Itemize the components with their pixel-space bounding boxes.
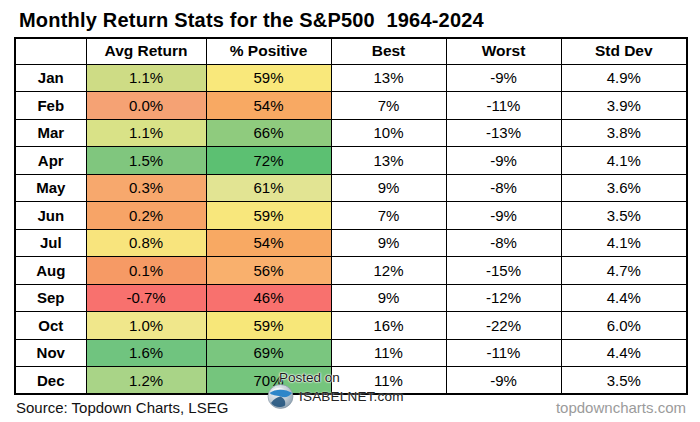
worst-cell: -9% (446, 202, 561, 230)
table-row: Jun0.2%59%7%-9%3.5% (15, 202, 687, 230)
worst-cell: -11% (446, 92, 561, 120)
avg-return-cell: 0.0% (86, 92, 206, 120)
source-attribution: Source: Topdown Charts, LSEG (16, 399, 228, 416)
monthly-return-stats-table: Avg Return% PositiveBestWorstStd Dev Jan… (14, 37, 688, 395)
worst-cell: -8% (446, 174, 561, 202)
table-row: Nov1.6%69%11%-11%4.4% (15, 339, 687, 367)
table-header-row: Avg Return% PositiveBestWorstStd Dev (15, 38, 687, 64)
worst-cell: -15% (446, 257, 561, 285)
isabelnet-watermark: ISABELNET.com (267, 384, 404, 409)
best-cell: 9% (331, 174, 446, 202)
pct-positive-cell: 72% (206, 147, 331, 175)
month-cell: Aug (15, 257, 86, 285)
table-row: Jul0.8%54%9%-8%4.1% (15, 229, 687, 257)
table-row: Aug0.1%56%12%-15%4.7% (15, 257, 687, 285)
best-cell: 10% (331, 119, 446, 147)
website-attribution: topdowncharts.com (556, 399, 686, 416)
month-cell: Jan (15, 64, 86, 92)
column-header: % Positive (206, 38, 331, 64)
worst-cell: -9% (446, 64, 561, 92)
avg-return-cell: 1.1% (86, 119, 206, 147)
table-row: Apr1.5%72%13%-9%4.1% (15, 147, 687, 175)
best-cell: 7% (331, 202, 446, 230)
worst-cell: -9% (446, 367, 561, 395)
pct-positive-cell: 46% (206, 284, 331, 312)
pct-positive-cell: 69% (206, 339, 331, 367)
table-row: Feb0.0%54%7%-11%3.9% (15, 92, 687, 120)
best-cell: 12% (331, 257, 446, 285)
avg-return-cell: 1.2% (86, 367, 206, 395)
watermark-posted-on: Posted on (279, 370, 340, 385)
std-dev-cell: 3.5% (561, 202, 687, 230)
avg-return-cell: 1.0% (86, 312, 206, 340)
month-cell: Feb (15, 92, 86, 120)
pct-positive-cell: 59% (206, 202, 331, 230)
worst-cell: -13% (446, 119, 561, 147)
std-dev-cell: 4.4% (561, 339, 687, 367)
pct-positive-cell: 61% (206, 174, 331, 202)
avg-return-cell: -0.7% (86, 284, 206, 312)
column-header: Worst (446, 38, 561, 64)
chart-title: Monthly Return Stats for the S&P500 1964… (19, 9, 484, 32)
table-row: May0.3%61%9%-8%3.6% (15, 174, 687, 202)
chart-image: Monthly Return Stats for the S&P500 1964… (0, 0, 700, 422)
table-row: Sep-0.7%46%9%-12%4.4% (15, 284, 687, 312)
worst-cell: -11% (446, 339, 561, 367)
month-cell: Mar (15, 119, 86, 147)
avg-return-cell: 1.6% (86, 339, 206, 367)
worst-cell: -22% (446, 312, 561, 340)
best-cell: 16% (331, 312, 446, 340)
std-dev-cell: 4.9% (561, 64, 687, 92)
month-cell: Nov (15, 339, 86, 367)
pct-positive-cell: 54% (206, 229, 331, 257)
worst-cell: -12% (446, 284, 561, 312)
column-header-empty (15, 38, 86, 64)
pct-positive-cell: 66% (206, 119, 331, 147)
best-cell: 13% (331, 147, 446, 175)
best-cell: 7% (331, 92, 446, 120)
avg-return-cell: 1.5% (86, 147, 206, 175)
month-cell: Jul (15, 229, 86, 257)
worst-cell: -8% (446, 229, 561, 257)
best-cell: 11% (331, 339, 446, 367)
table-row: Mar1.1%66%10%-13%3.8% (15, 119, 687, 147)
best-cell: 9% (331, 284, 446, 312)
best-cell: 13% (331, 64, 446, 92)
globe-logo-icon (267, 384, 294, 409)
avg-return-cell: 0.3% (86, 174, 206, 202)
avg-return-cell: 1.1% (86, 64, 206, 92)
std-dev-cell: 3.8% (561, 119, 687, 147)
avg-return-cell: 0.2% (86, 202, 206, 230)
best-cell: 9% (331, 229, 446, 257)
month-cell: Jun (15, 202, 86, 230)
std-dev-cell: 4.1% (561, 147, 687, 175)
worst-cell: -9% (446, 147, 561, 175)
table-row: Jan1.1%59%13%-9%4.9% (15, 64, 687, 92)
avg-return-cell: 0.8% (86, 229, 206, 257)
std-dev-cell: 3.5% (561, 367, 687, 395)
std-dev-cell: 4.1% (561, 229, 687, 257)
column-header: Best (331, 38, 446, 64)
std-dev-cell: 4.7% (561, 257, 687, 285)
avg-return-cell: 0.1% (86, 257, 206, 285)
std-dev-cell: 6.0% (561, 312, 687, 340)
pct-positive-cell: 59% (206, 64, 331, 92)
pct-positive-cell: 56% (206, 257, 331, 285)
month-cell: Sep (15, 284, 86, 312)
table-row: Oct1.0%59%16%-22%6.0% (15, 312, 687, 340)
isabelnet-watermark-text: ISABELNET.com (299, 389, 404, 404)
column-header: Avg Return (86, 38, 206, 64)
month-cell: Oct (15, 312, 86, 340)
pct-positive-cell: 59% (206, 312, 331, 340)
column-header: Std Dev (561, 38, 687, 64)
std-dev-cell: 4.4% (561, 284, 687, 312)
table-body: Jan1.1%59%13%-9%4.9%Feb0.0%54%7%-11%3.9%… (15, 64, 687, 394)
std-dev-cell: 3.6% (561, 174, 687, 202)
month-cell: Dec (15, 367, 86, 395)
pct-positive-cell: 54% (206, 92, 331, 120)
month-cell: May (15, 174, 86, 202)
std-dev-cell: 3.9% (561, 92, 687, 120)
month-cell: Apr (15, 147, 86, 175)
